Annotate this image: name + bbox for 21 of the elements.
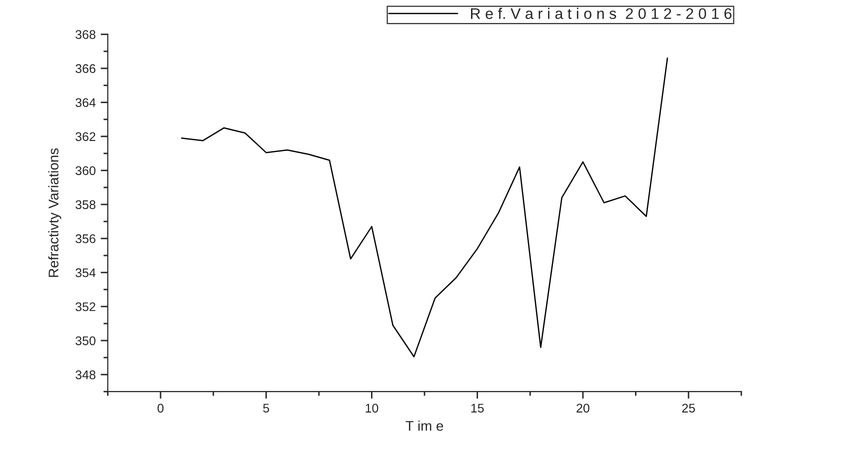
y-tick-label: 354	[76, 268, 96, 278]
x-axis-title: T im e	[406, 420, 444, 431]
y-tick-label: 368	[76, 30, 96, 39]
x-tick-label: 25	[682, 404, 695, 413]
y-tick-label: 352	[76, 302, 96, 312]
y-tick-label: 348	[76, 370, 96, 380]
x-tick-label: 0	[158, 404, 164, 413]
y-tick-label: 356	[76, 234, 96, 244]
line-series	[181, 58, 668, 358]
x-tick-label: 20	[576, 404, 590, 413]
y-axis-title: Refractivty Variations	[48, 148, 62, 277]
y-tick-label: 364	[76, 98, 96, 108]
legend-label: R e f. V a r i a t i o n s 2 0 1 2 - 2 0 1 6	[471, 8, 732, 20]
y-tick-label: 350	[76, 336, 96, 346]
y-tick-label: 358	[76, 200, 96, 210]
x-tick-label: 5	[263, 404, 270, 413]
y-tick-label: 366	[76, 64, 96, 74]
x-tick-label: 10	[366, 404, 378, 413]
x-tick-label: 15	[471, 404, 484, 413]
y-tick-label: 362	[76, 132, 96, 142]
y-tick-label: 360	[76, 166, 96, 176]
